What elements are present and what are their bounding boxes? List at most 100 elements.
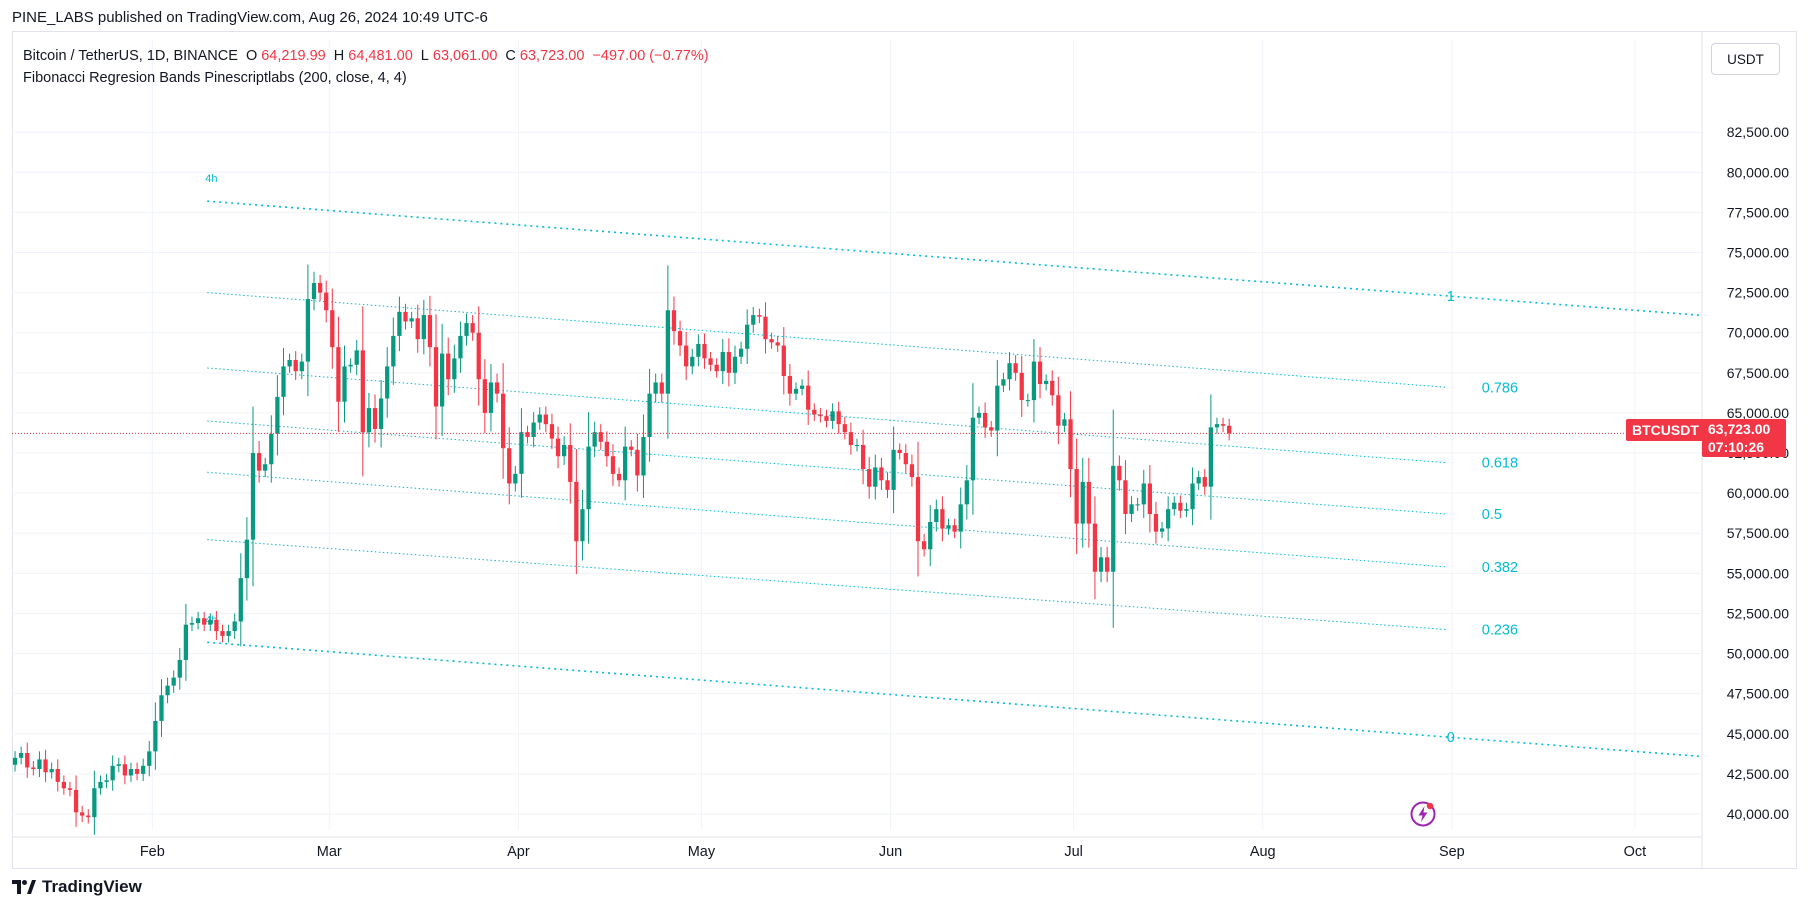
fib-level-label: 0 [1447, 730, 1455, 746]
candle-body [830, 411, 835, 421]
candle-body [781, 345, 786, 377]
tradingview-logo-text: TradingView [42, 877, 142, 896]
candle-body [208, 619, 213, 625]
candle-body [677, 331, 683, 346]
candle-body [122, 764, 128, 776]
candle-body [513, 473, 518, 484]
candle-body [989, 427, 994, 431]
flash-circle-icon[interactable] [1409, 800, 1437, 828]
y-tick-label: 42,500.00 [1727, 766, 1789, 782]
grid [12, 40, 1702, 830]
candle-body [1092, 523, 1098, 572]
candle-body [665, 310, 671, 394]
fib-timeframe-label: 4h [205, 173, 217, 185]
candle-body [1208, 427, 1213, 487]
y-tick-label: 57,500.00 [1727, 525, 1789, 541]
candle-body [403, 311, 408, 322]
candle-body [842, 424, 847, 433]
candle-body [232, 621, 237, 632]
candle-body [501, 393, 506, 449]
candle-body [12, 757, 18, 765]
candle-body [604, 441, 609, 457]
candle-body [147, 751, 152, 766]
candle-body [995, 385, 1000, 431]
candle-body [574, 481, 579, 542]
candle-body [897, 449, 902, 454]
candle-body [592, 432, 597, 447]
candle-body [1117, 465, 1122, 481]
y-tick-label: 70,000.00 [1727, 325, 1789, 341]
candle-body [568, 445, 573, 482]
symbol-label[interactable]: Bitcoin / TetherUS, 1D, BINANCE [23, 48, 238, 64]
fib-band-line [207, 292, 1446, 388]
open-value: 64,219.99 [261, 48, 326, 64]
candle-body [19, 753, 24, 758]
candle-body [98, 781, 103, 789]
fib-band-line [207, 539, 1446, 630]
candle-body [214, 619, 219, 632]
candle-body [598, 432, 603, 442]
candle-body [653, 382, 658, 394]
change-value: −497.00 (−0.77%) [592, 48, 709, 64]
publisher-line: PINE_LABS published on TradingView.com, … [12, 9, 488, 26]
candle-body [745, 324, 750, 349]
candle-body [879, 467, 884, 481]
candle-body [238, 578, 243, 622]
candle-body [812, 409, 817, 415]
candle-body [708, 358, 713, 365]
candle-body [427, 315, 433, 348]
chart-legend: Bitcoin / TetherUS, 1D, BINANCE O 64,219.… [23, 45, 713, 89]
candle-body [562, 445, 567, 457]
candle-body [818, 414, 823, 417]
candle-body [1056, 395, 1061, 426]
candle-body [287, 359, 292, 367]
tradingview-logo[interactable]: TradingView [12, 877, 142, 897]
candle-body [806, 385, 811, 410]
candle-body [714, 364, 719, 372]
x-tick-label: Apr [507, 844, 530, 860]
candle-body [281, 366, 286, 397]
y-tick-label: 40,000.00 [1727, 806, 1789, 822]
candle-body [263, 464, 268, 471]
candles [12, 264, 1232, 835]
candle-body [1098, 557, 1104, 572]
candle-body [354, 350, 359, 365]
candle-body [934, 509, 939, 522]
candle-body [1147, 483, 1152, 514]
candle-body [1166, 509, 1171, 529]
candle-body [952, 525, 957, 532]
fib-level-label: 1 [1447, 289, 1455, 305]
candle-body [415, 318, 420, 340]
candle-body [1007, 363, 1012, 380]
candle-body [751, 315, 756, 325]
candle-body [982, 412, 988, 428]
indicator-label[interactable]: Fibonacci Regresion Bands Pinescriptlabs… [23, 70, 407, 86]
candle-body [946, 525, 951, 529]
chart-frame [12, 31, 1797, 869]
candle-body [720, 351, 725, 372]
candle-body [757, 315, 762, 317]
bar-countdown: 07:10:26 [1708, 439, 1765, 455]
candle-body [1074, 469, 1079, 524]
candle-body [1178, 502, 1183, 511]
candle-body [915, 477, 921, 542]
candle-body [659, 382, 664, 394]
candle-body [189, 623, 195, 625]
candle-body [1019, 372, 1024, 401]
candle-body [580, 509, 585, 542]
candle-body [738, 348, 744, 357]
currency-button[interactable]: USDT [1711, 43, 1780, 75]
candle-body [976, 412, 982, 418]
y-tick-label: 67,500.00 [1727, 365, 1789, 381]
candle-body [641, 436, 646, 476]
candle-body [470, 323, 475, 333]
last-price-value: 63,723.00 [1708, 421, 1771, 437]
candle-body [1184, 509, 1189, 511]
candle-body [885, 480, 890, 490]
candle-body [763, 316, 768, 340]
candle-body [635, 449, 640, 476]
candle-body [348, 364, 353, 367]
candle-body [1068, 419, 1073, 470]
